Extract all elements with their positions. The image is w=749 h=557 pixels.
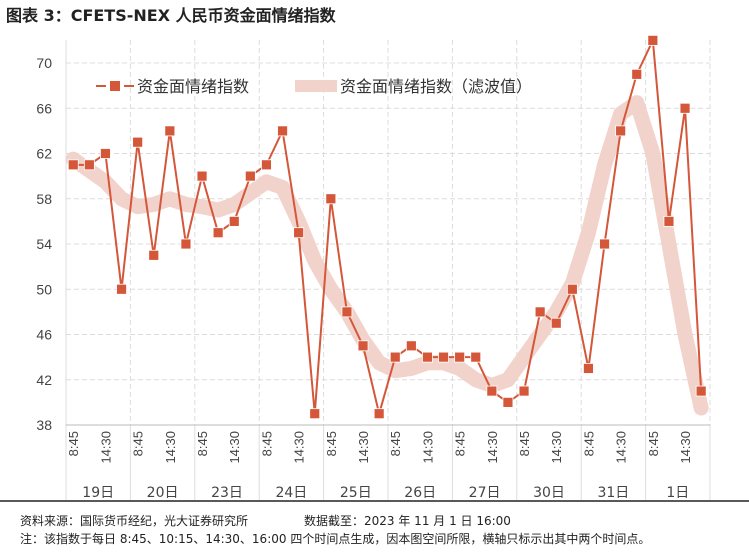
data-point — [422, 351, 433, 363]
x-tick-label: 14:30 — [292, 431, 307, 464]
cutoff-text: 数据截至：2023 年 11 月 1 日 16:00 — [304, 514, 511, 528]
data-point — [357, 340, 369, 352]
y-tick-label: 58 — [36, 191, 52, 207]
x-tick-label: 8:45 — [324, 431, 339, 456]
data-point — [116, 283, 127, 295]
data-point — [486, 385, 498, 397]
source-note: 资料来源：国际货币经纪，光大证券研究所 数据截至：2023 年 11 月 1 日 … — [20, 512, 511, 529]
x-tick-label: 8:45 — [517, 431, 532, 456]
legend-label: 资金面情绪指数（滤波值） — [340, 77, 532, 96]
data-point — [454, 351, 466, 363]
data-point — [695, 385, 707, 397]
day-label: 19日 — [82, 485, 114, 501]
y-tick-label: 54 — [36, 236, 52, 252]
legend-band-swatch — [295, 80, 337, 92]
day-label: 27日 — [469, 485, 501, 501]
day-label: 31日 — [597, 485, 629, 501]
data-point — [148, 249, 160, 261]
data-point — [180, 238, 192, 250]
data-point — [518, 385, 530, 397]
x-tick-label: 14:30 — [227, 431, 242, 464]
x-tick-label: 14:30 — [98, 431, 113, 464]
day-label: 23日 — [211, 485, 243, 501]
data-point — [405, 340, 417, 352]
data-point — [228, 215, 240, 227]
data-point — [261, 159, 272, 171]
data-point — [599, 238, 610, 250]
footnote: 注：该指数于每日 8:45、10:15、14:30、16:00 四个时间点生成，… — [20, 532, 651, 546]
data-point — [293, 227, 305, 239]
data-point — [631, 68, 643, 80]
data-point — [212, 227, 224, 239]
x-tick-label: 14:30 — [549, 431, 564, 464]
figure-title: 图表 3：CFETS-NEX 人民币资金面情绪指数 — [6, 6, 336, 25]
x-tick-label: 14:30 — [420, 431, 435, 464]
data-point — [325, 193, 337, 205]
y-tick-label: 66 — [36, 100, 52, 116]
data-point — [67, 159, 79, 171]
day-label: 26日 — [404, 485, 436, 501]
y-tick-label: 46 — [36, 327, 52, 343]
y-tick-label: 38 — [36, 417, 52, 433]
day-label: 30日 — [533, 485, 565, 501]
legend: 资金面情绪指数 资金面情绪指数（滤波值） — [96, 77, 532, 96]
data-point — [83, 159, 95, 171]
series-filtered-band — [65, 95, 709, 416]
data-point — [583, 363, 594, 374]
day-label: 20日 — [147, 485, 179, 501]
data-point — [615, 125, 627, 137]
data-point — [164, 125, 176, 137]
x-tick-label: 8:45 — [453, 431, 468, 456]
series-line — [73, 36, 703, 418]
y-tick-label: 70 — [36, 55, 52, 71]
data-point — [663, 215, 675, 227]
data-point — [647, 34, 659, 46]
data-point — [534, 306, 546, 318]
data-point — [389, 351, 401, 363]
x-tick-label: 8:45 — [66, 431, 81, 456]
day-label: 25日 — [340, 485, 372, 501]
x-tick-label: 8:45 — [131, 431, 146, 456]
legend-marker — [110, 81, 120, 91]
source-text: 资料来源：国际货币经纪，光大证券研究所 — [20, 514, 249, 528]
day-label: 1日 — [666, 485, 689, 501]
x-tick-label: 8:45 — [388, 431, 403, 456]
data-point — [502, 396, 514, 408]
data-point — [244, 170, 256, 182]
data-point — [132, 136, 144, 148]
x-tick-label: 8:45 — [646, 431, 661, 456]
data-point — [341, 306, 353, 318]
y-tick-label: 50 — [36, 281, 52, 297]
x-tick-label: 8:45 — [195, 431, 210, 456]
y-tick-label: 42 — [36, 372, 52, 388]
data-point — [566, 283, 578, 295]
data-point — [100, 148, 111, 159]
data-point — [309, 408, 321, 420]
y-tick-label: 62 — [36, 146, 52, 162]
legend-label: 资金面情绪指数 — [137, 77, 249, 96]
data-point — [373, 408, 385, 420]
x-tick-label: 14:30 — [356, 431, 371, 464]
data-point — [196, 170, 208, 182]
x-tick-label: 14:30 — [485, 431, 500, 464]
x-tick-label: 14:30 — [678, 431, 693, 464]
data-point — [438, 351, 449, 363]
data-point — [470, 351, 482, 363]
day-label: 24日 — [275, 485, 307, 501]
x-tick-label: 8:45 — [259, 431, 274, 456]
data-point — [550, 317, 562, 329]
x-tick-label: 14:30 — [163, 431, 178, 464]
data-point — [277, 125, 288, 137]
x-tick-label: 14:30 — [614, 431, 629, 464]
x-tick-label: 8:45 — [581, 431, 596, 456]
data-point — [679, 102, 691, 114]
